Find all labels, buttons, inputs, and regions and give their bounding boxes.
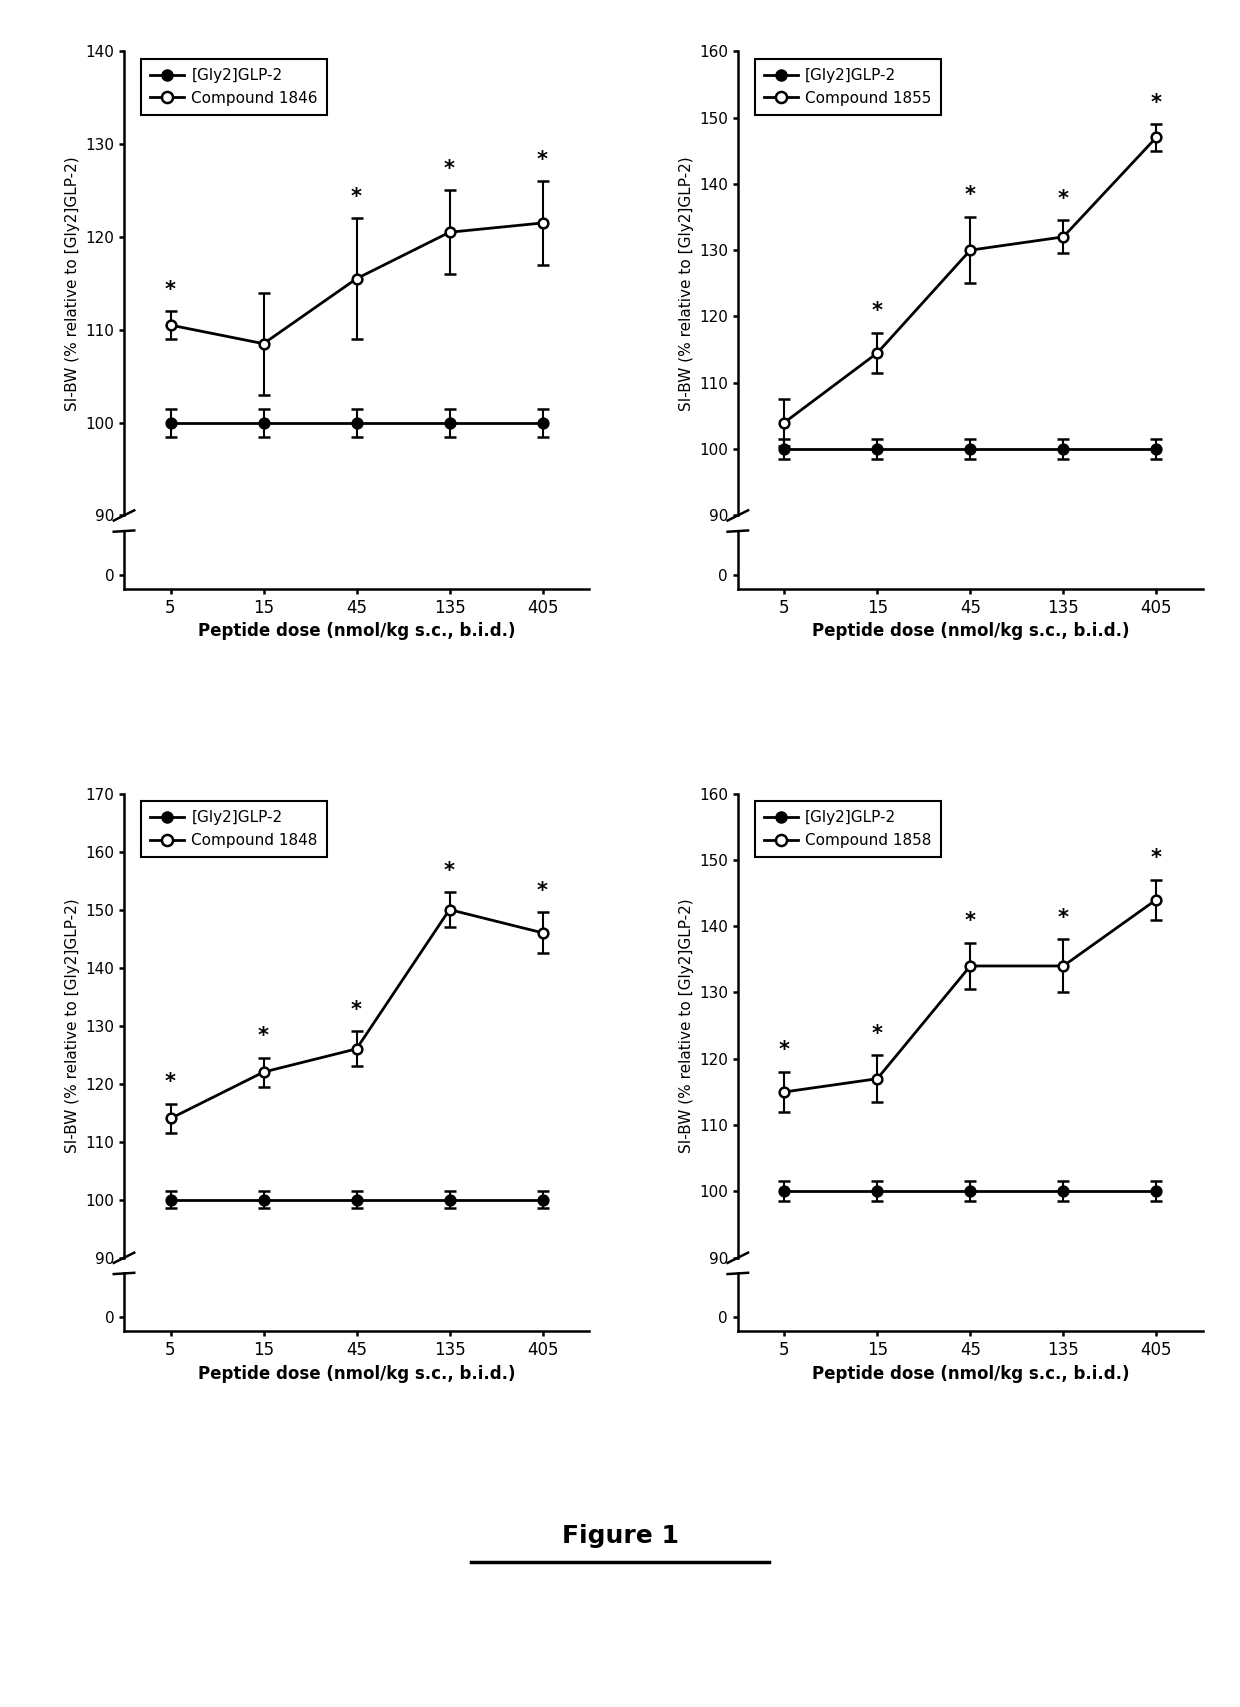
Y-axis label: SI-BW (% relative to [Gly2]GLP-2): SI-BW (% relative to [Gly2]GLP-2) [678, 155, 693, 411]
Text: *: * [872, 302, 883, 321]
Text: *: * [165, 1072, 176, 1092]
Y-axis label: SI-BW (% relative to [Gly2]GLP-2): SI-BW (% relative to [Gly2]GLP-2) [64, 155, 79, 411]
Text: *: * [444, 159, 455, 179]
Legend: [Gly2]GLP-2, Compound 1858: [Gly2]GLP-2, Compound 1858 [755, 801, 941, 857]
Legend: [Gly2]GLP-2, Compound 1846: [Gly2]GLP-2, Compound 1846 [141, 58, 327, 114]
Text: *: * [1151, 848, 1162, 869]
X-axis label: Peptide dose (nmol/kg s.c., b.i.d.): Peptide dose (nmol/kg s.c., b.i.d.) [811, 623, 1130, 640]
Legend: [Gly2]GLP-2, Compound 1848: [Gly2]GLP-2, Compound 1848 [141, 801, 327, 857]
Y-axis label: SI-BW (% relative to [Gly2]GLP-2): SI-BW (% relative to [Gly2]GLP-2) [678, 898, 693, 1152]
Text: *: * [1151, 92, 1162, 113]
Text: *: * [351, 1000, 362, 1019]
Text: *: * [537, 881, 548, 901]
Text: *: * [351, 186, 362, 207]
X-axis label: Peptide dose (nmol/kg s.c., b.i.d.): Peptide dose (nmol/kg s.c., b.i.d.) [811, 1364, 1130, 1383]
Text: *: * [965, 912, 976, 930]
X-axis label: Peptide dose (nmol/kg s.c., b.i.d.): Peptide dose (nmol/kg s.c., b.i.d.) [197, 623, 516, 640]
Text: *: * [165, 280, 176, 299]
X-axis label: Peptide dose (nmol/kg s.c., b.i.d.): Peptide dose (nmol/kg s.c., b.i.d.) [197, 1364, 516, 1383]
Text: *: * [779, 1041, 790, 1060]
Text: *: * [872, 1024, 883, 1045]
Text: *: * [1058, 189, 1069, 208]
Text: *: * [258, 1026, 269, 1046]
Legend: [Gly2]GLP-2, Compound 1855: [Gly2]GLP-2, Compound 1855 [755, 58, 941, 114]
Text: *: * [1058, 908, 1069, 929]
Y-axis label: SI-BW (% relative to [Gly2]GLP-2): SI-BW (% relative to [Gly2]GLP-2) [64, 898, 79, 1152]
Text: *: * [537, 150, 548, 169]
Text: *: * [965, 186, 976, 205]
Text: Figure 1: Figure 1 [562, 1524, 678, 1548]
Text: *: * [444, 860, 455, 881]
